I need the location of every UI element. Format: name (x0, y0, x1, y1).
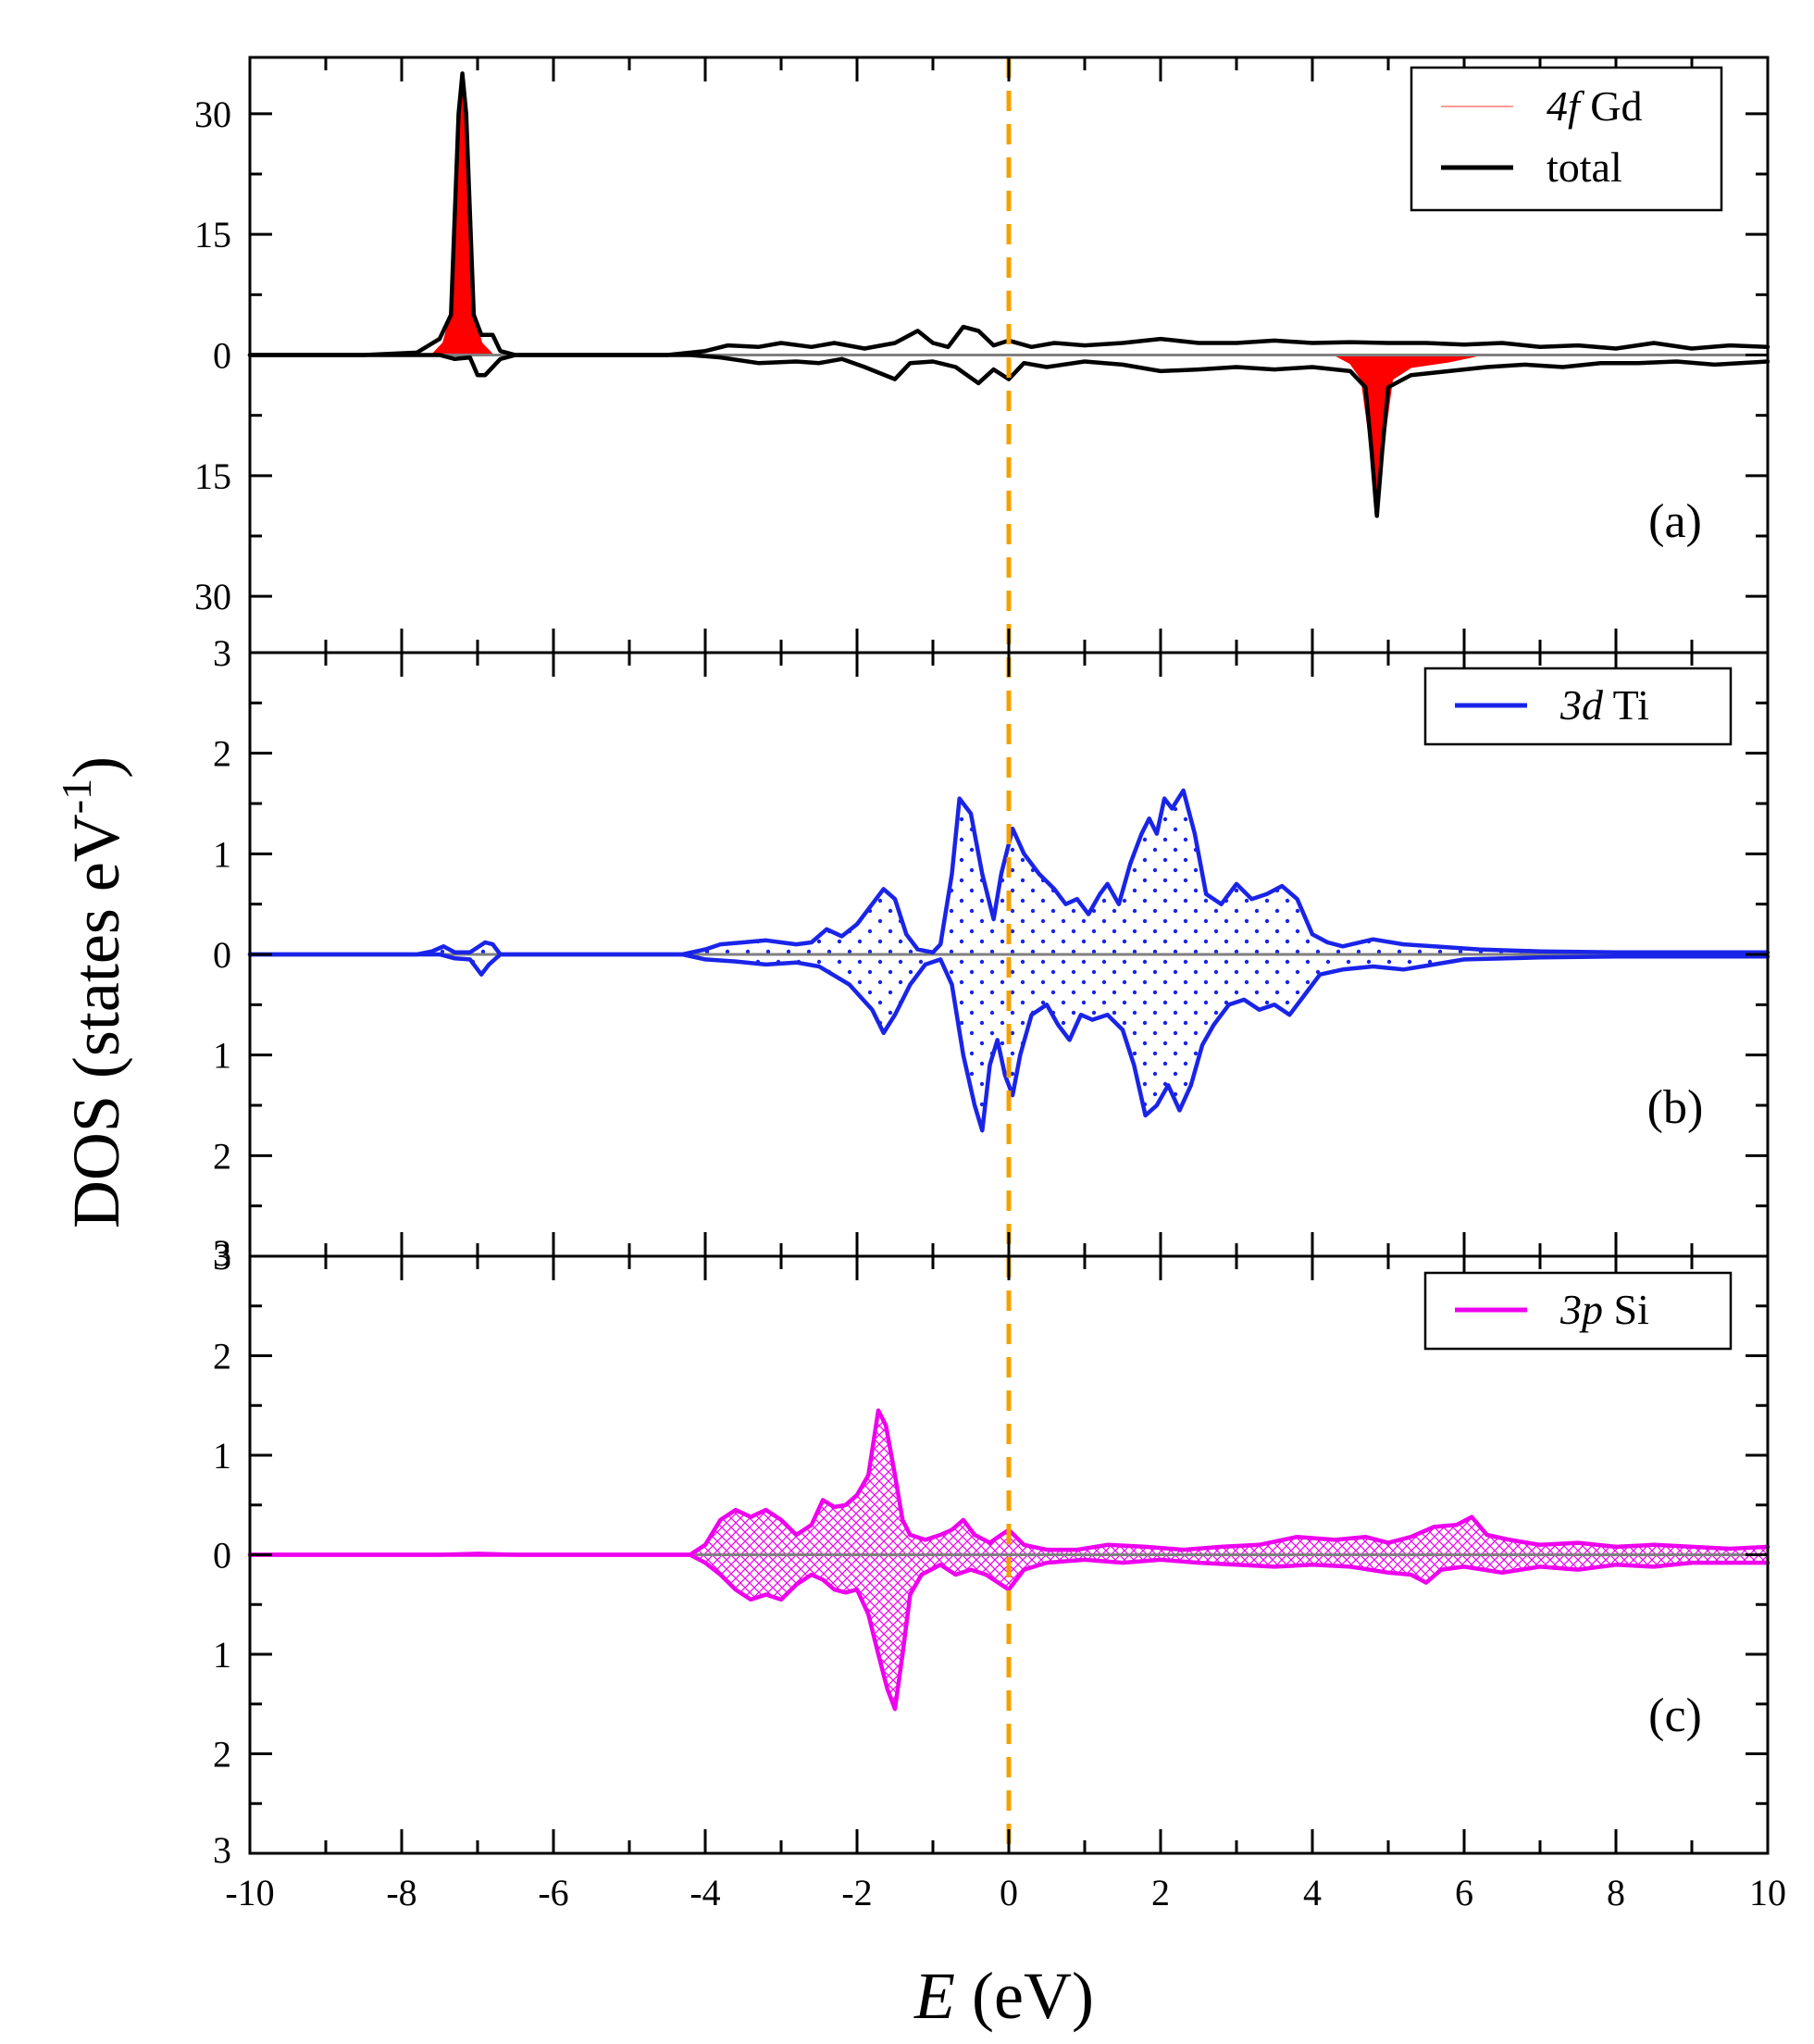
legend-label-b-0: 3d Ti (1559, 681, 1649, 729)
series-line-b-0 (247, 788, 1771, 957)
legend-label-a-1: total (1547, 143, 1622, 191)
y-tick-label-c-5: 2 (213, 1734, 231, 1776)
legend-label-rest-b-0: Ti (1603, 681, 1649, 729)
series-line-a-0 (247, 71, 1771, 357)
y-tick-label-a-4: 30 (194, 576, 231, 617)
legend-label-rest-c-0: Si (1603, 1286, 1649, 1333)
y-axis-title-superscript: -1 (53, 779, 100, 814)
x-axis-title-variable: E (913, 1959, 955, 2033)
y-axis-title-close: ) (59, 756, 133, 779)
y-tick-label-a-3: 15 (194, 455, 231, 497)
series-fill-a-2 (431, 81, 493, 355)
panel-tags-layer: (a) (b) (c) (1647, 495, 1704, 1742)
series-fill-c-1 (250, 1554, 1768, 1710)
y-tick-label-a-2: 0 (213, 335, 231, 377)
x-tick-label-9: 8 (1607, 1872, 1625, 1913)
y-axis-title: DOS (states eV-1) (53, 756, 133, 1228)
y-tick-label-b-4: 1 (213, 1035, 231, 1077)
series-line-b-1 (247, 952, 1771, 1133)
legend-box-a (1410, 66, 1723, 212)
y-tick-label-c-3: 0 (213, 1535, 231, 1577)
y-tick-label-b-5: 2 (213, 1135, 231, 1177)
legend-label-c-0: 3p Si (1559, 1286, 1649, 1333)
y-tick-label-b-2: 1 (213, 833, 231, 875)
series-line-a-1 (247, 353, 1771, 518)
panel-tag-b: (b) (1647, 1081, 1704, 1134)
legend-label-a-0: 4f Gd (1547, 82, 1643, 130)
x-axis-title: E (eV) (913, 1959, 1094, 2033)
y-tick-label-c-2: 1 (213, 1435, 231, 1477)
series-line-c-0 (247, 1408, 1771, 1557)
y-tick-label-c-6: 3 (213, 1829, 231, 1871)
x-tick-label-2: -6 (538, 1872, 568, 1913)
series-lines-layer (247, 71, 1771, 1712)
y-tick-label-b-3: 0 (213, 934, 231, 976)
y-tick-label-c-4: 1 (213, 1634, 231, 1676)
y-tick-label-a-0: 30 (194, 93, 231, 135)
x-tick-label-6: 2 (1151, 1872, 1170, 1913)
legends-layer: 4f Gd total 3d Ti 3p Si (1410, 66, 1733, 1351)
legend-label-rest-a-0: Gd (1580, 82, 1643, 130)
x-tick-label-7: 4 (1303, 1872, 1322, 1913)
panel-tag-c: (c) (1648, 1689, 1702, 1742)
y-tick-label-b-6: 3 (213, 1232, 231, 1274)
y-tick-label-c-0: 3 (213, 1236, 231, 1278)
x-tick-label-1: -8 (386, 1872, 416, 1913)
y-tick-label-c-1: 2 (213, 1336, 231, 1377)
y-tick-label-b-1: 2 (213, 733, 231, 775)
x-tick-label-3: -4 (690, 1872, 720, 1913)
legend-label-italic-b-0: 3d (1559, 681, 1604, 729)
legend-label-rest-a-1: total (1547, 143, 1622, 191)
x-axis-title-unit: (eV) (955, 1959, 1094, 2033)
x-tick-label-4: -2 (841, 1872, 872, 1913)
legend-box-b (1423, 667, 1733, 746)
x-tick-label-10: 10 (1749, 1872, 1786, 1913)
legend-label-italic-a-0: 4f (1547, 82, 1585, 130)
x-tick-label-5: 0 (1000, 1872, 1018, 1913)
y-axis-title-main: DOS (states eV (59, 814, 133, 1228)
y-tick-label-a-1: 15 (194, 214, 231, 256)
x-tick-label-8: 6 (1455, 1872, 1473, 1913)
panel-tag-a: (a) (1648, 495, 1702, 548)
series-fill-a-3 (1335, 355, 1480, 508)
x-tick-label-0: -10 (225, 1872, 274, 1913)
y-tick-label-b-0: 3 (213, 632, 231, 674)
legend-label-italic-c-0: 3p (1559, 1286, 1603, 1333)
series-line-c-1 (247, 1552, 1771, 1712)
